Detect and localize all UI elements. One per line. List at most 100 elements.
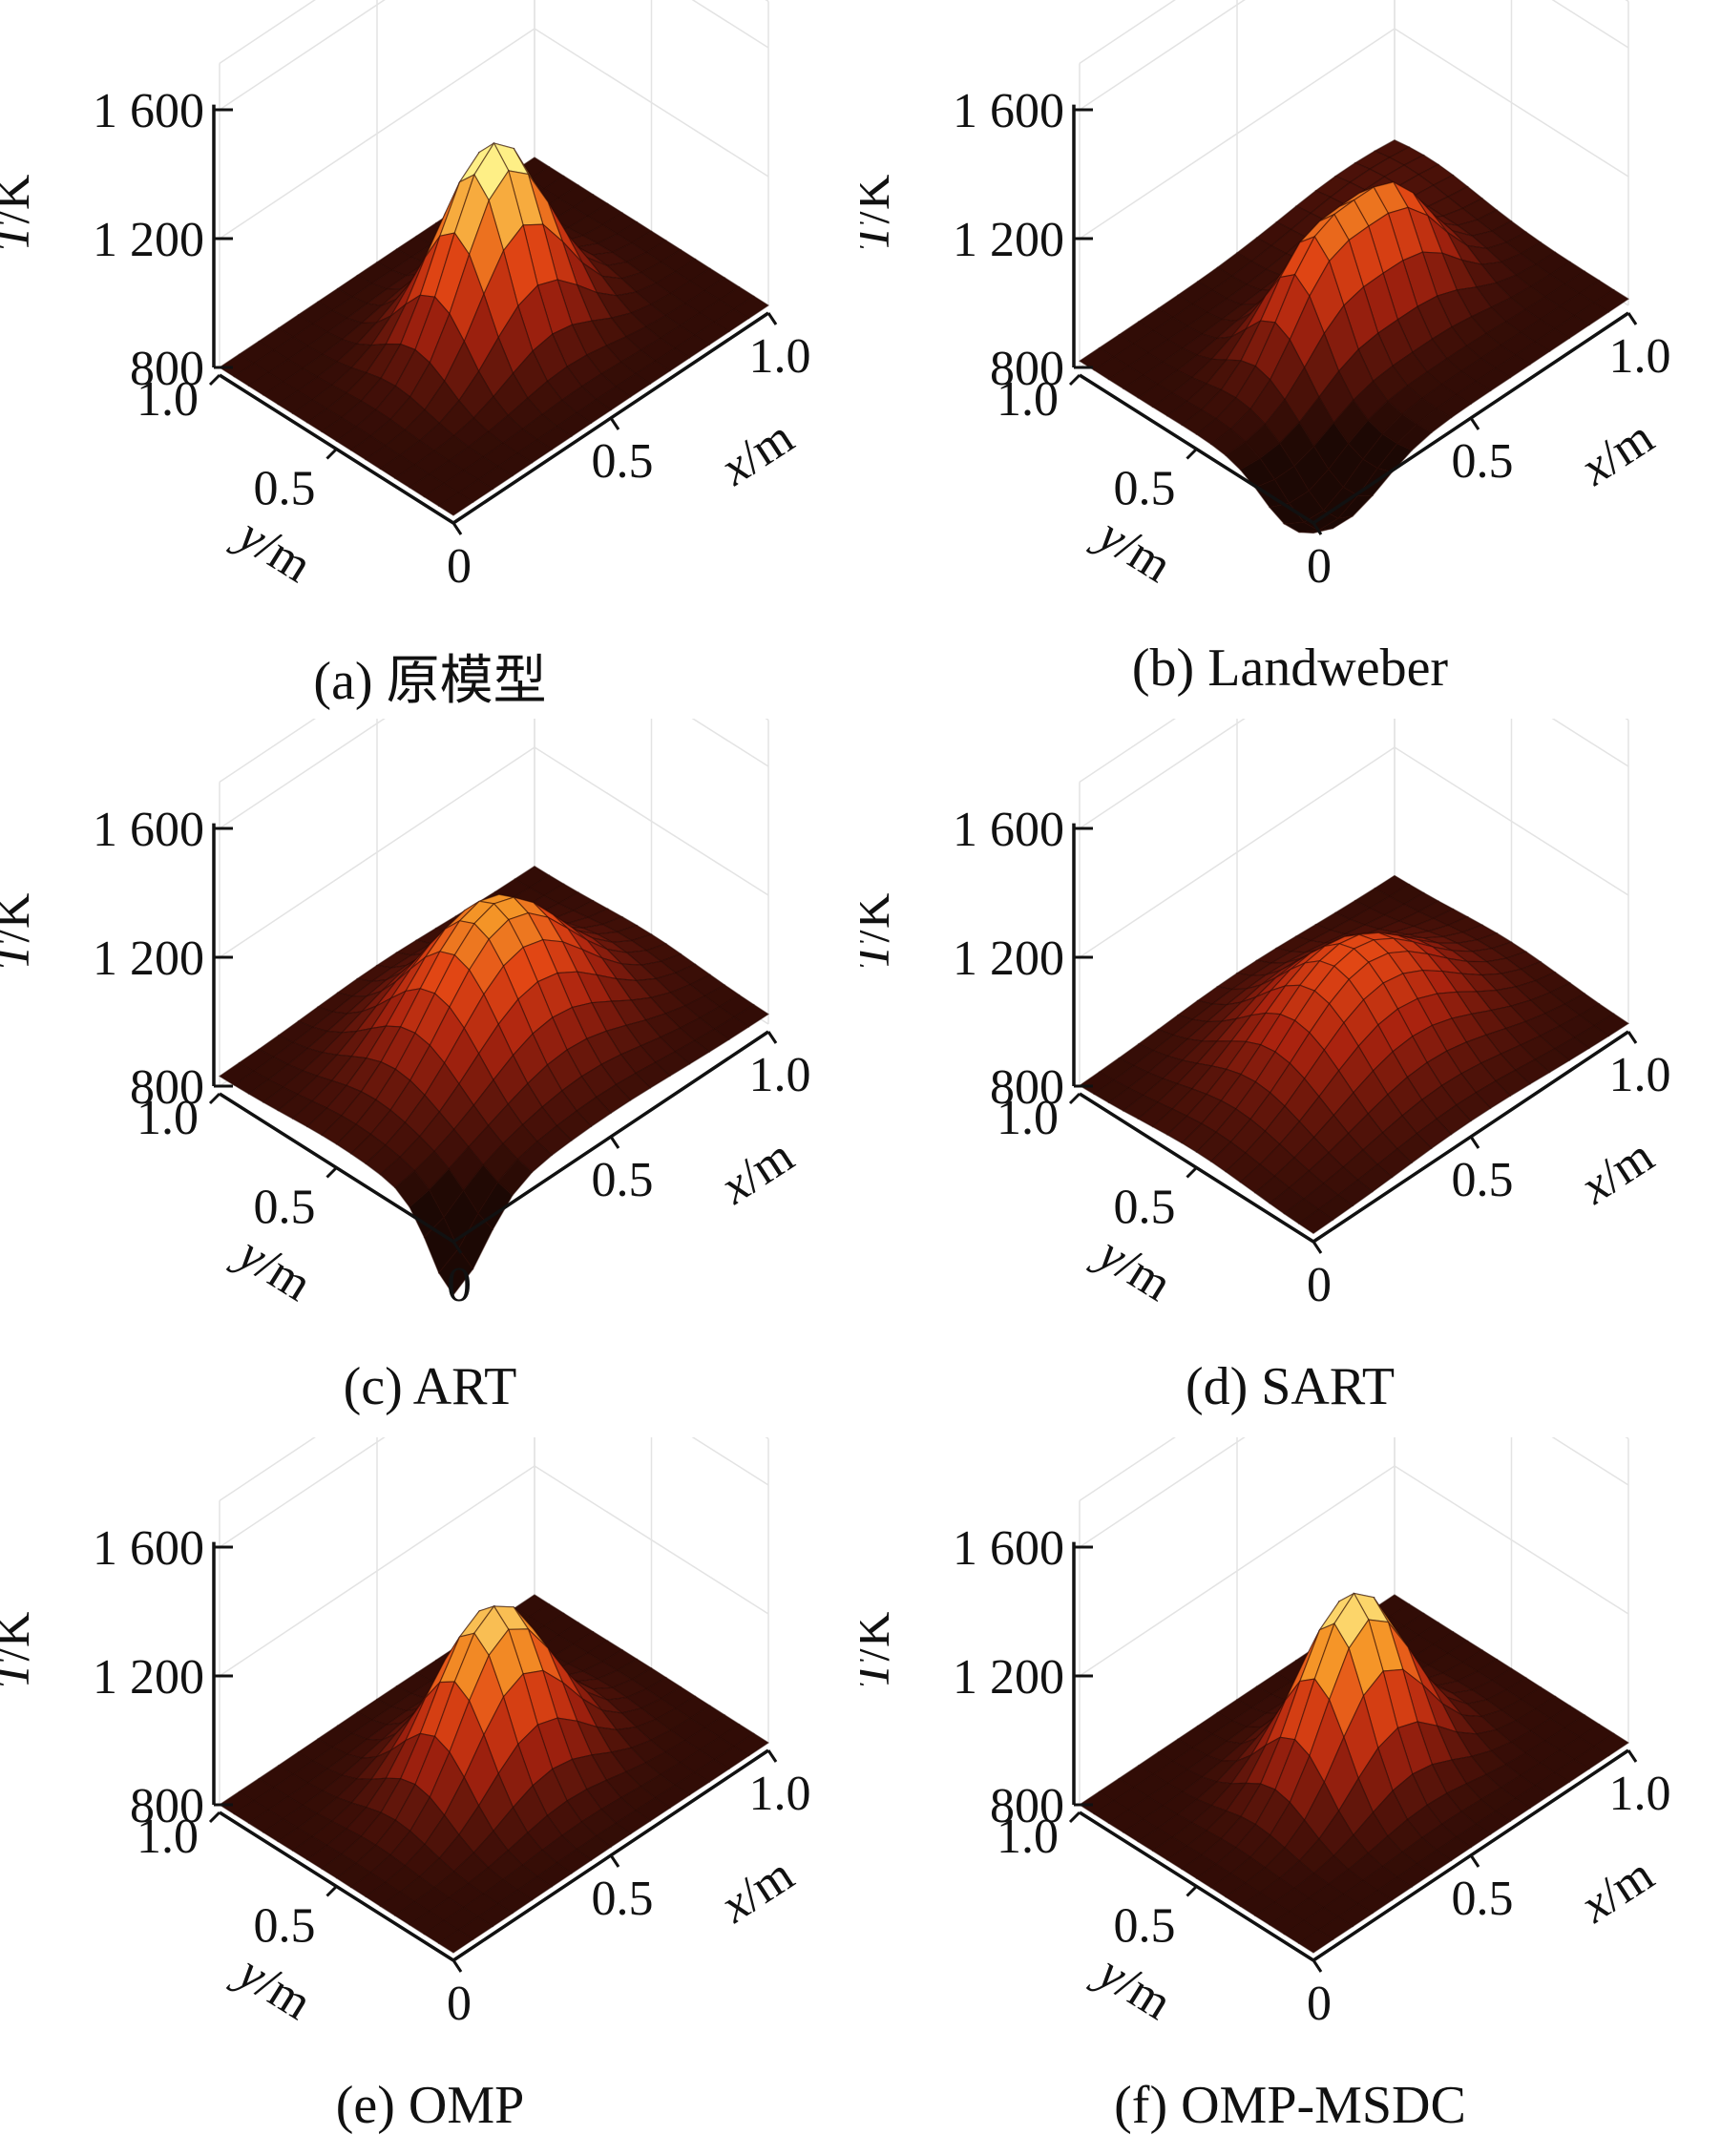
y-tick-label: 0.5 [254, 1899, 316, 1954]
surface-cell [1297, 1208, 1334, 1235]
z-tick-label: 1 600 [93, 84, 204, 138]
y-axis-label: y/m [1085, 1224, 1182, 1311]
y-tick [208, 1092, 221, 1105]
y-tick [1068, 1092, 1081, 1105]
surface-mesh [1078, 1592, 1630, 1954]
z-tick-label: 1 600 [953, 1521, 1064, 1576]
panel-caption-d: (d) SART [1185, 1357, 1396, 1416]
panel-caption-e: (e) OMP [335, 2076, 525, 2135]
x-tick-label: 0 [447, 539, 472, 594]
surface-cell [437, 492, 474, 516]
z-tick-label: 800 [130, 1060, 204, 1115]
x-tick-label: 0 [1307, 539, 1332, 594]
panel-caption-b: (b) Landweber [1131, 638, 1449, 698]
z-tick-label: 1 600 [953, 84, 1064, 138]
panel-caption-c: (c) ART [343, 1357, 517, 1416]
y-tick [1186, 448, 1198, 460]
y-tick-label: 0.5 [254, 462, 316, 516]
y-tick-label: 0.5 [254, 1181, 316, 1235]
y-tick-label: 1.0 [136, 1091, 199, 1145]
x-tick [609, 417, 620, 430]
x-tick [1627, 1031, 1638, 1044]
x-axis-label: x/m [1570, 409, 1663, 496]
x-tick-label: 1.0 [1609, 1767, 1671, 1821]
chart-panel-e: 1 600 1 200 800 0 0.5 1.0 0.5 1.0 T/K x/m y/m(e) O… [0, 1437, 860, 2156]
x-tick-label: 0.5 [592, 1872, 654, 1926]
panel-caption-a: (a) 原模型 [313, 652, 547, 711]
x-tick [1469, 1136, 1480, 1149]
z-tick-label: 1 200 [953, 931, 1064, 986]
z-tick-label: 800 [990, 342, 1064, 396]
y-tick-label: 1.0 [136, 372, 199, 427]
z-tick-label: 1 200 [953, 1650, 1064, 1705]
y-tick [208, 373, 221, 387]
x-tick [1312, 1241, 1323, 1254]
x-tick [766, 1031, 778, 1044]
x-tick [451, 1241, 463, 1254]
surface-mesh [218, 141, 770, 516]
y-tick-label: 0.5 [1114, 462, 1176, 516]
z-axis-label: T/K [0, 174, 40, 251]
x-tick-label: 1.0 [749, 329, 811, 384]
x-tick [1469, 1854, 1480, 1868]
y-tick-label: 1.0 [136, 1810, 199, 1864]
x-tick [451, 1959, 463, 1973]
y-tick-label: 0.5 [1114, 1899, 1176, 1954]
surface-plot-e: 1 600 1 200 800 0 0.5 1.0 0.5 1.0 T/K x/m y/m [0, 1437, 811, 2031]
x-tick-label: 1.0 [749, 1767, 811, 1821]
y-tick [325, 1885, 338, 1897]
surface-plot-b: 1 600 1 200 800 0 0.5 1.0 0.5 1.0 T/K x/m y/m [860, 0, 1671, 594]
surface-plot-a: 1 600 1 200 800 0 0.5 1.0 0.5 1.0 T/K x/m y/m [0, 0, 811, 594]
x-tick [609, 1854, 620, 1868]
z-tick-label: 1 200 [93, 931, 204, 986]
surface-plot-c: 1 600 1 200 800 0 0.5 1.0 0.5 1.0 T/K x/m y/m [0, 719, 811, 1312]
z-tick-label: 1 200 [953, 213, 1064, 267]
chart-panel-d: 1 600 1 200 800 0 0.5 1.0 0.5 1.0 T/K x/m y/m(d) S… [860, 719, 1720, 1437]
y-axis-label: y/m [225, 1224, 322, 1311]
x-tick [1312, 522, 1323, 535]
y-tick-label: 1.0 [997, 372, 1059, 427]
y-axis-label: y/m [225, 1942, 322, 2030]
z-tick-label: 1 600 [953, 803, 1064, 857]
surface-mesh [218, 865, 770, 1296]
x-axis-label: x/m [1570, 1847, 1663, 1934]
z-tick-label: 800 [990, 1779, 1064, 1833]
surface-mesh [218, 1594, 770, 1954]
y-tick-label: 1.0 [997, 1091, 1059, 1145]
x-axis-label: x/m [1570, 1128, 1663, 1215]
z-tick-label: 1 200 [93, 1650, 204, 1705]
x-tick [451, 522, 463, 535]
y-tick [1186, 1166, 1198, 1179]
y-tick [1068, 1811, 1081, 1824]
y-axis-label: y/m [1085, 505, 1182, 593]
x-tick [1627, 1749, 1638, 1763]
x-tick-label: 0 [447, 1977, 472, 2031]
z-tick-label: 1 200 [93, 213, 204, 267]
x-axis-label: x/m [710, 409, 803, 496]
x-tick-label: 0 [1307, 1258, 1332, 1312]
x-axis-label: x/m [710, 1128, 803, 1215]
y-tick [208, 1811, 221, 1824]
surface-mesh [1078, 139, 1630, 534]
x-tick [766, 1749, 778, 1763]
x-tick [1469, 417, 1480, 430]
z-axis-label: T/K [860, 892, 900, 970]
y-tick [1186, 1885, 1198, 1897]
x-tick [609, 1136, 620, 1149]
z-tick-label: 1 600 [93, 803, 204, 857]
x-tick-label: 1.0 [749, 1048, 811, 1102]
x-tick-label: 0 [447, 1258, 472, 1312]
x-tick [1627, 312, 1638, 325]
y-tick-label: 1.0 [997, 1810, 1059, 1864]
chart-panel-a: 1 600 1 200 800 0 0.5 1.0 0.5 1.0 T/K x/m y/m (a) 原… [0, 0, 860, 719]
y-tick [1068, 373, 1081, 387]
y-tick [325, 448, 338, 460]
y-axis-label: y/m [1085, 1942, 1182, 2030]
x-tick-label: 0.5 [1452, 1153, 1514, 1207]
surface-cell [1297, 1929, 1334, 1954]
z-axis-label: T/K [860, 174, 900, 251]
panel-caption-f: (f) OMP-MSDC [1114, 2076, 1466, 2135]
x-tick-label: 0 [1307, 1977, 1332, 2031]
x-tick-label: 0.5 [592, 1153, 654, 1207]
